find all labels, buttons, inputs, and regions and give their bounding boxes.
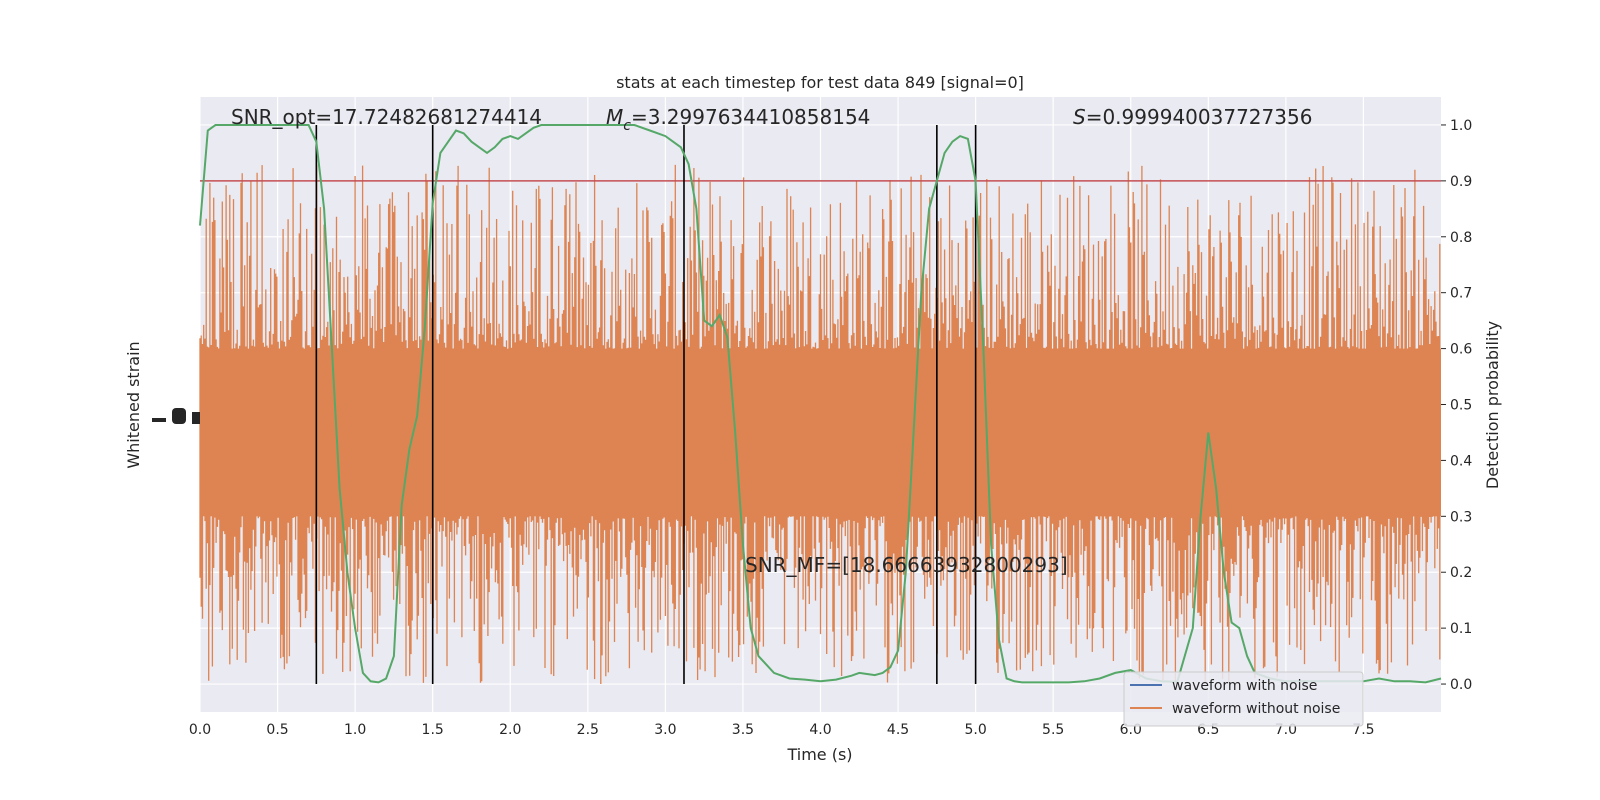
mc-subscript: c: [623, 118, 631, 134]
x-tick-label: 2.0: [499, 722, 521, 738]
s-symbol: S: [1073, 105, 1086, 129]
snr-mf-annotation: SNR_MF=[18.66663932800293]: [745, 553, 1068, 577]
s-value: =0.999940037727356: [1086, 105, 1313, 129]
left-axis-overlap-ticks: [152, 408, 200, 424]
right-y-axis-label: Detection probability: [1483, 321, 1502, 489]
x-axis-label: Time (s): [786, 745, 852, 764]
left-tick-mark: [192, 412, 200, 424]
x-tick-label: 4.5: [887, 722, 909, 738]
y-tick-label: 0.9: [1450, 174, 1472, 190]
overlays: [199, 124, 1442, 685]
legend-entry-clean: waveform without noise: [1172, 701, 1340, 717]
right-y-axis: 0.0 0.1 0.2 0.3 0.4 0.5 0.6 0.7 0.8 0.9 1.0: [1441, 118, 1472, 693]
x-tick-label: 3.5: [732, 722, 754, 738]
x-tick-label: 4.0: [809, 722, 831, 738]
y-tick-label: 0.8: [1450, 230, 1472, 246]
mc-symbol: M: [606, 105, 623, 129]
x-tick-label: 0.5: [266, 722, 288, 738]
y-tick-label: 0.4: [1450, 453, 1472, 469]
x-tick-label: 0.0: [189, 722, 211, 738]
y-tick-label: 1.0: [1450, 118, 1472, 134]
probability-line: [199, 124, 1442, 684]
y-tick-label: 0.1: [1450, 621, 1472, 637]
y-tick-label: 0.7: [1450, 286, 1472, 302]
snr-opt-annotation: SNR_opt=17.72482681274414: [231, 105, 542, 129]
left-tick-mark: [152, 418, 166, 422]
x-tick-label: 2.5: [577, 722, 599, 738]
y-tick-label: 0.3: [1450, 509, 1472, 525]
strain-series: [199, 164, 1441, 684]
y-tick-label: 0.0: [1450, 677, 1472, 693]
mc-value: =3.2997634410858154: [631, 105, 870, 129]
y-tick-label: 0.2: [1450, 565, 1472, 581]
legend-entry-noise: waveform with noise: [1172, 678, 1317, 694]
x-tick-label: 1.0: [344, 722, 366, 738]
left-tick-mark: [172, 408, 186, 424]
x-tick-label: 3.0: [654, 722, 676, 738]
legend-box: [1123, 671, 1364, 727]
chart-title: stats at each timestep for test data 849…: [616, 73, 1024, 92]
strain-trace: [199, 164, 1441, 684]
left-y-axis-label: Whitened strain: [124, 341, 143, 468]
x-tick-label: 5.5: [1042, 722, 1064, 738]
legend: waveform with noise waveform without noi…: [1123, 671, 1364, 727]
y-tick-label: 0.5: [1450, 398, 1472, 414]
y-tick-label: 0.6: [1450, 342, 1472, 358]
x-tick-label: 5.0: [964, 722, 986, 738]
chirp-mass-annotation: Mc=3.2997634410858154: [606, 105, 870, 134]
s-annotation: S=0.999940037727356: [1073, 105, 1312, 129]
x-tick-label: 1.5: [422, 722, 444, 738]
plot-area: [199, 97, 1442, 712]
